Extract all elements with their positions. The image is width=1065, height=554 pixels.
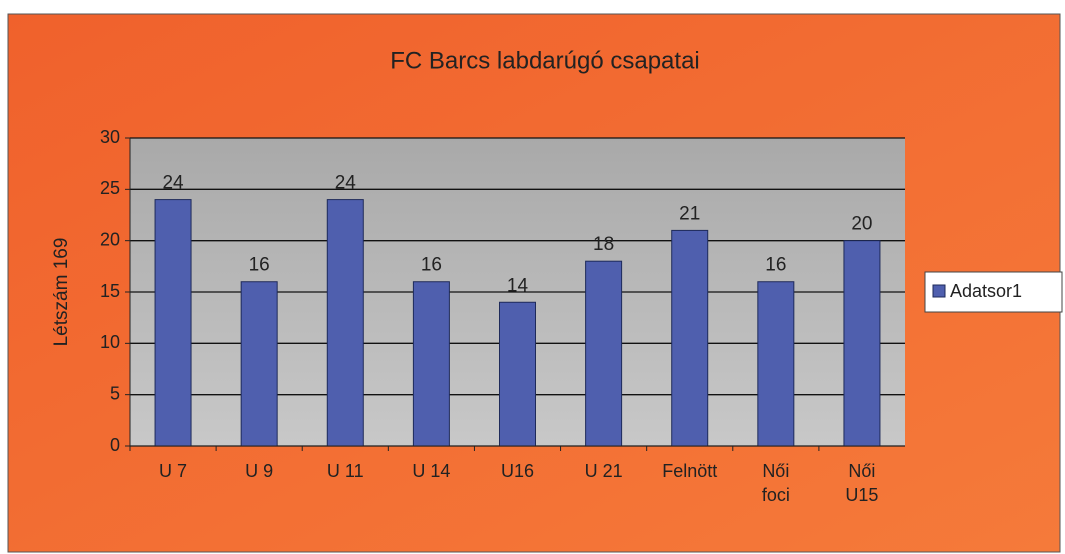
x-tick-label: foci (762, 485, 790, 505)
bar (757, 281, 795, 447)
legend-swatch (932, 284, 946, 298)
legend-label: Adatsor1 (950, 281, 1022, 301)
bar (843, 240, 881, 447)
y-tick-label: 5 (110, 383, 120, 403)
value-label: 24 (335, 173, 357, 194)
x-tick-label: Női (762, 461, 789, 481)
y-tick-label: 20 (100, 229, 120, 249)
bar (154, 199, 192, 447)
x-tick-label: U15 (845, 485, 878, 505)
value-label: 14 (507, 275, 529, 296)
legend (924, 271, 1063, 313)
y-axis-label: Létszám 169 (51, 238, 72, 347)
value-label: 16 (765, 255, 786, 276)
x-tick-label: U 21 (585, 461, 623, 481)
x-tick-label: U 9 (245, 461, 273, 481)
value-label: 21 (679, 203, 700, 224)
y-tick-label: 10 (100, 332, 120, 352)
value-label: 16 (249, 255, 270, 276)
y-tick-label: 15 (100, 281, 120, 301)
bar (499, 301, 536, 447)
y-tick-label: 25 (100, 178, 120, 198)
x-tick-label: Női (848, 461, 875, 481)
y-tick-label: 0 (110, 435, 120, 455)
x-tick-label: U16 (501, 461, 534, 481)
bar (240, 281, 278, 447)
bar (585, 260, 623, 447)
value-label: 24 (162, 173, 184, 194)
x-tick-label: Felnött (662, 461, 717, 481)
bar (412, 281, 450, 447)
value-label: 16 (421, 255, 442, 276)
chart-title: FC Barcs labdarúgó csapatai (390, 47, 700, 74)
value-label: 18 (593, 234, 614, 255)
x-tick-label: U 11 (327, 461, 364, 481)
value-label: 20 (851, 214, 872, 235)
bar (326, 199, 364, 447)
bar (671, 229, 709, 447)
x-tick-label: U 14 (412, 461, 450, 481)
y-tick-label: 30 (100, 127, 120, 147)
x-tick-label: U 7 (159, 461, 187, 481)
